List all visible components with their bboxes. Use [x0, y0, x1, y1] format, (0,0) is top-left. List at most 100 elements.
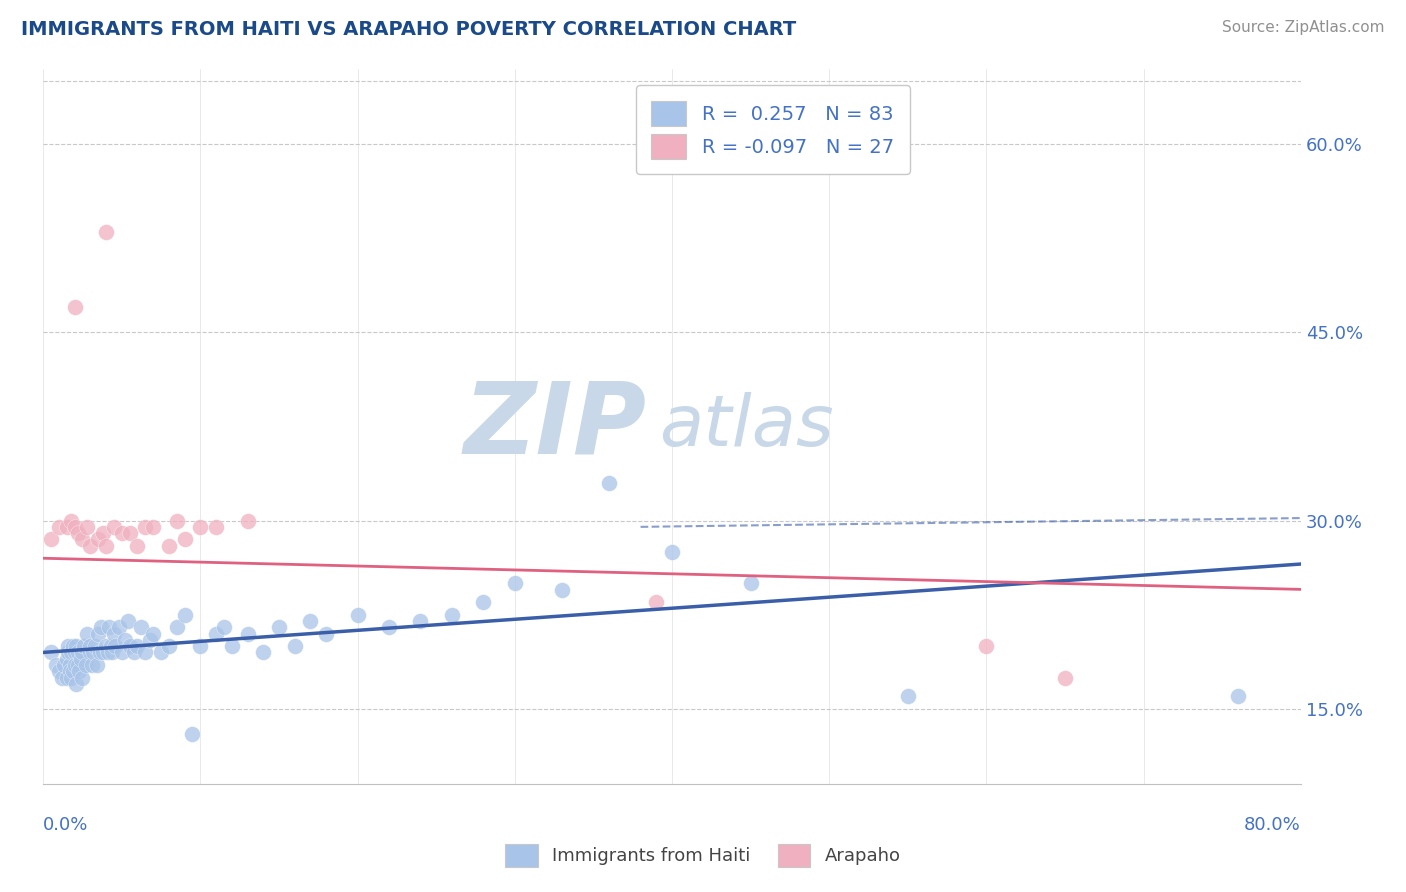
Point — [440, 607, 463, 622]
Point — [134, 520, 156, 534]
Point — [661, 545, 683, 559]
Point — [740, 576, 762, 591]
Point — [236, 626, 259, 640]
Point — [284, 639, 307, 653]
Point — [212, 620, 235, 634]
Point — [124, 645, 146, 659]
Point — [134, 645, 156, 659]
Point — [60, 514, 83, 528]
Point — [181, 727, 204, 741]
Point — [114, 632, 136, 647]
Point — [76, 626, 98, 640]
Point — [80, 657, 103, 672]
Point — [101, 645, 124, 659]
Point — [87, 626, 110, 640]
Point — [60, 645, 83, 659]
Point — [86, 657, 108, 672]
Point — [221, 639, 243, 653]
Point — [39, 533, 62, 547]
Point — [150, 645, 173, 659]
Point — [94, 639, 117, 653]
Point — [66, 657, 89, 672]
Point — [157, 539, 180, 553]
Point — [65, 677, 87, 691]
Point — [142, 626, 165, 640]
Point — [111, 645, 134, 659]
Point — [897, 690, 920, 704]
Point — [129, 620, 152, 634]
Point — [62, 665, 84, 679]
Point — [45, 657, 67, 672]
Point — [94, 539, 117, 553]
Point — [76, 520, 98, 534]
Point — [70, 651, 93, 665]
Point — [66, 645, 89, 659]
Point — [72, 533, 94, 547]
Text: IMMIGRANTS FROM HAITI VS ARAPAHO POVERTY CORRELATION CHART: IMMIGRANTS FROM HAITI VS ARAPAHO POVERTY… — [21, 20, 796, 38]
Point — [91, 645, 114, 659]
Point — [97, 645, 120, 659]
Legend: R =  0.257   N = 83, R = -0.097   N = 27: R = 0.257 N = 83, R = -0.097 N = 27 — [636, 86, 910, 174]
Point — [409, 614, 432, 628]
Text: ZIP: ZIP — [464, 378, 647, 475]
Point — [252, 645, 274, 659]
Point — [72, 671, 94, 685]
Point — [87, 533, 110, 547]
Point — [94, 225, 117, 239]
Point — [59, 657, 82, 672]
Point — [82, 645, 104, 659]
Point — [236, 514, 259, 528]
Point — [55, 671, 77, 685]
Point — [48, 520, 70, 534]
Point — [472, 595, 495, 609]
Point — [79, 639, 101, 653]
Point — [1227, 690, 1250, 704]
Point — [117, 614, 139, 628]
Point — [90, 620, 112, 634]
Point — [55, 520, 77, 534]
Text: 80.0%: 80.0% — [1244, 815, 1301, 834]
Point — [79, 539, 101, 553]
Point — [645, 595, 668, 609]
Point — [104, 639, 127, 653]
Point — [89, 645, 111, 659]
Point — [173, 533, 195, 547]
Point — [139, 632, 162, 647]
Point — [118, 526, 141, 541]
Point — [73, 639, 96, 653]
Point — [63, 300, 86, 314]
Point — [166, 620, 188, 634]
Point — [188, 520, 211, 534]
Point — [63, 520, 86, 534]
Point — [127, 539, 149, 553]
Point — [55, 651, 77, 665]
Point — [976, 639, 998, 653]
Text: Source: ZipAtlas.com: Source: ZipAtlas.com — [1222, 20, 1385, 35]
Point — [75, 657, 97, 672]
Point — [51, 671, 73, 685]
Point — [107, 620, 129, 634]
Point — [65, 639, 87, 653]
Point — [66, 526, 89, 541]
Point — [59, 665, 82, 679]
Point — [205, 520, 228, 534]
Point — [315, 626, 337, 640]
Point — [127, 639, 149, 653]
Point — [48, 665, 70, 679]
Point — [98, 620, 121, 634]
Point — [103, 520, 125, 534]
Point — [1054, 671, 1077, 685]
Legend: Immigrants from Haiti, Arapaho: Immigrants from Haiti, Arapaho — [498, 837, 908, 874]
Point — [60, 671, 83, 685]
Point — [62, 639, 84, 653]
Text: atlas: atlas — [659, 392, 834, 461]
Point — [84, 639, 107, 653]
Point — [58, 639, 80, 653]
Point — [188, 639, 211, 653]
Point — [103, 626, 125, 640]
Point — [551, 582, 574, 597]
Point — [79, 645, 101, 659]
Point — [63, 645, 86, 659]
Point — [118, 639, 141, 653]
Point — [166, 514, 188, 528]
